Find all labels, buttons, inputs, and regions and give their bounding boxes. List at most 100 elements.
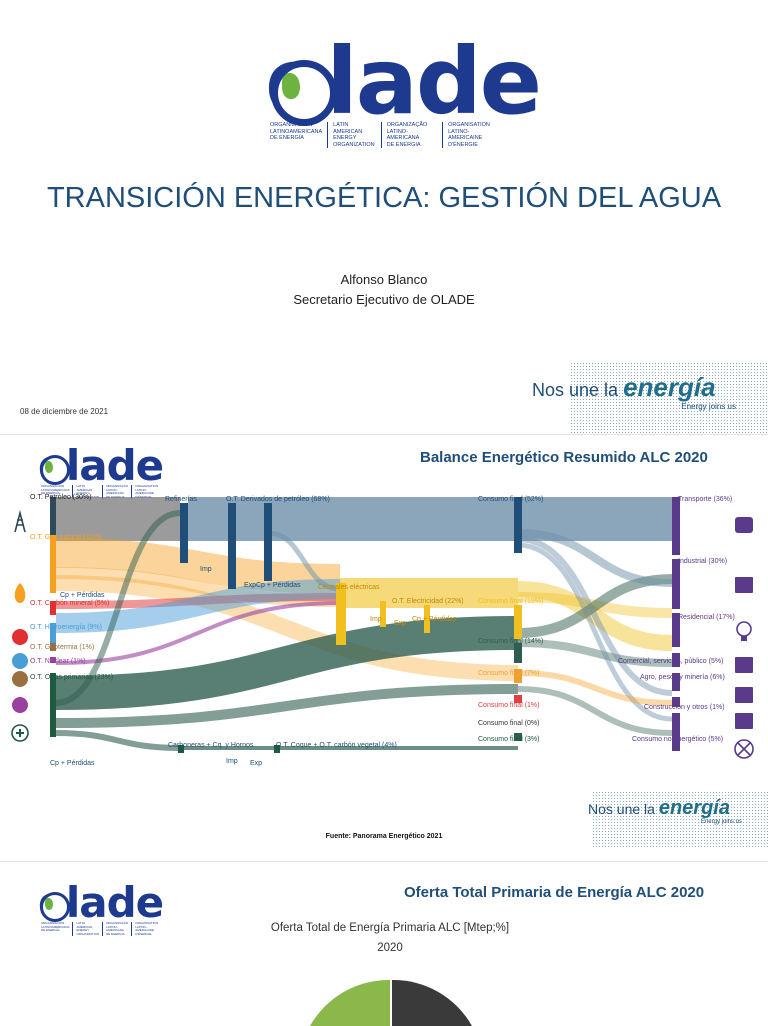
sankey-diagram: O.T. Petróleo (30%) O.T. Gas natural (31%… bbox=[11, 494, 754, 767]
source-label: O.T. Otras primarias (23%) bbox=[30, 674, 113, 681]
tagline-prefix: Nos une la bbox=[532, 380, 624, 400]
sankey-flow bbox=[267, 530, 341, 592]
lightbulb-icon bbox=[736, 621, 752, 641]
consumption-label: Consumo final (1%) bbox=[478, 702, 539, 709]
sankey-flow bbox=[55, 575, 519, 681]
bus-icon bbox=[735, 517, 753, 533]
olade-logo-subtitles: ORGANIZACIÓN LATINOAMERICANA DE ENERGÍA … bbox=[38, 921, 161, 937]
source-note: Fuente: Panorama Energético 2021 bbox=[325, 833, 443, 840]
sankey-flow bbox=[55, 579, 341, 633]
middle-label: Cp + Pérdidas bbox=[50, 760, 95, 767]
slide-heading: Oferta Total Primaria de Energía ALC 202… bbox=[404, 884, 705, 901]
sankey-flow bbox=[517, 536, 673, 696]
sector-label: Consumo no energético (5%) bbox=[632, 736, 723, 743]
middle-label: Exp bbox=[394, 620, 406, 627]
sankey-flow bbox=[517, 542, 673, 722]
olade-logo-small: olade ORGANIZACIÓN LATINOAMERICANA DE EN… bbox=[38, 445, 164, 505]
fan-icon bbox=[734, 739, 754, 759]
globe-icon bbox=[40, 892, 70, 922]
tagline-highlight: energía bbox=[623, 372, 716, 402]
sankey-flow bbox=[55, 684, 519, 728]
tagline-sub: Energy joins us bbox=[700, 819, 742, 825]
middle-label: O.T. Coque + O.T. carbón vegetal (4%) bbox=[276, 742, 397, 749]
sankey-flow bbox=[55, 538, 341, 594]
derivatives-node bbox=[228, 503, 236, 589]
middle-label: Imp bbox=[226, 758, 238, 765]
middle-label: Carboneras + Cq. y Hornos bbox=[168, 742, 254, 749]
middle-label: Cp + Pérdidas bbox=[256, 582, 301, 589]
sector-node bbox=[672, 497, 680, 555]
consumption-label: Consumo final (3%) bbox=[478, 736, 539, 743]
middle-label: Exp bbox=[250, 760, 262, 767]
middle-label: Refinerías bbox=[165, 496, 197, 503]
middle-label: Imp bbox=[200, 566, 212, 573]
logo-subtitle-en: LATIN AMERICAN ENERGY ORGANIZATION bbox=[327, 122, 380, 148]
plus-icon bbox=[11, 724, 29, 742]
coke-node bbox=[178, 745, 184, 753]
tractor-icon bbox=[735, 687, 753, 703]
sector-node bbox=[672, 713, 680, 751]
source-label: O.T. Geotermia (1%) bbox=[30, 644, 94, 651]
logo-subtitle-es: ORGANIZACIÓN LATINOAMERICANA DE ENERGÍA bbox=[270, 122, 323, 141]
logo-subtitle-en: LATIN AMERICAN ENERGY ORGANIZATION bbox=[72, 484, 102, 500]
sector-node bbox=[672, 673, 680, 691]
source-node bbox=[50, 601, 56, 615]
olade-logo-small: olade ORGANIZACIÓN LATINOAMERICANA DE EN… bbox=[38, 882, 164, 942]
sankey-flow bbox=[55, 616, 519, 710]
consumption-label: Consumo final (0%) bbox=[478, 720, 539, 727]
source-node bbox=[50, 623, 56, 645]
olade-logo: olade ORGANIZACIÓN LATINOAMERICANA DE EN… bbox=[265, 36, 542, 148]
source-label: O.T. Hidroenergía (9%) bbox=[30, 624, 102, 631]
logo-subtitle-es: ORGANIZACIÓN LATINOAMERICANA DE ENERGÍA bbox=[41, 921, 70, 933]
middle-label: Imp bbox=[370, 616, 382, 623]
source-label: O.T. Nuclear (1%) bbox=[30, 658, 86, 665]
sector-label: Construcción y otros (1%) bbox=[644, 704, 725, 711]
sankey-flow bbox=[517, 670, 673, 706]
hydro-icon bbox=[12, 653, 28, 669]
sector-node bbox=[672, 697, 680, 707]
middle-label: Cp + Pérdidas bbox=[412, 616, 457, 623]
globe-icon bbox=[40, 455, 70, 485]
middle-label: Exp bbox=[244, 582, 256, 589]
consumption-node bbox=[514, 605, 522, 639]
refinery-node bbox=[180, 503, 188, 563]
sector-node bbox=[672, 559, 680, 609]
electricity-node bbox=[380, 601, 386, 627]
sankey-flow bbox=[55, 601, 341, 665]
middle-label: Cp + Pérdidas bbox=[60, 592, 105, 599]
derivatives-node bbox=[264, 503, 272, 581]
sector-label: Transporte (36%) bbox=[678, 496, 732, 503]
consumption-label: Consumo final (52%) bbox=[478, 496, 543, 503]
sankey-icons bbox=[11, 509, 754, 759]
sector-label: Industrial (30%) bbox=[678, 558, 727, 565]
author-name: Alfonso Blanco bbox=[340, 272, 428, 287]
tagline-sub: Energy joins us bbox=[681, 402, 736, 411]
presentation-date: 08 de diciembre de 2021 bbox=[20, 407, 109, 416]
sankey-labels: O.T. Petróleo (30%) O.T. Gas natural (31%… bbox=[30, 494, 735, 767]
middle-label: O.T. Electricidad (22%) bbox=[392, 598, 464, 605]
logo-subtitle-fr: ORGANISATION LATINO-AMERICAINE D'ÉNERGIE bbox=[442, 122, 505, 148]
factory-icon bbox=[735, 577, 753, 593]
tagline: Nos une la energía Energy joins us bbox=[532, 372, 742, 412]
source-label: O.T. Petróleo (30%) bbox=[30, 494, 91, 501]
presentation-title: TRANSICIÓN ENERGÉTICA: GESTIÓN DEL AGUA bbox=[46, 182, 722, 214]
oil-derrick-icon bbox=[14, 509, 26, 533]
dot-wave-decoration bbox=[592, 791, 768, 849]
geothermal-icon bbox=[12, 671, 28, 687]
logo-subtitle-fr: ORGANISATION LATINO-AMERICAINE D'ÉNERGIE bbox=[131, 484, 161, 500]
author-role: Secretario Ejecutivo de OLADE bbox=[293, 292, 475, 307]
coal-icon bbox=[12, 629, 28, 645]
consumption-node bbox=[514, 497, 522, 553]
pie-slice bbox=[392, 980, 472, 1026]
flame-icon bbox=[14, 583, 26, 603]
sankey-flow bbox=[517, 581, 673, 651]
source-label: O.T. Carbón mineral (5%) bbox=[30, 600, 109, 607]
sector-label: Comercial, servicios, público (5%) bbox=[618, 658, 723, 665]
electricity-node bbox=[424, 605, 430, 633]
tagline: Nos une la energía Energy joins us bbox=[588, 797, 748, 831]
sector-label: Agro, pesca y minería (6%) bbox=[640, 674, 725, 681]
tagline-highlight: energía bbox=[658, 797, 730, 819]
power-plant-node bbox=[336, 583, 346, 645]
middle-label: O.T. Derivados de petróleo (68%) bbox=[226, 496, 330, 503]
logo-subtitle-en: LATIN AMERICAN ENERGY ORGANIZATION bbox=[72, 921, 102, 937]
